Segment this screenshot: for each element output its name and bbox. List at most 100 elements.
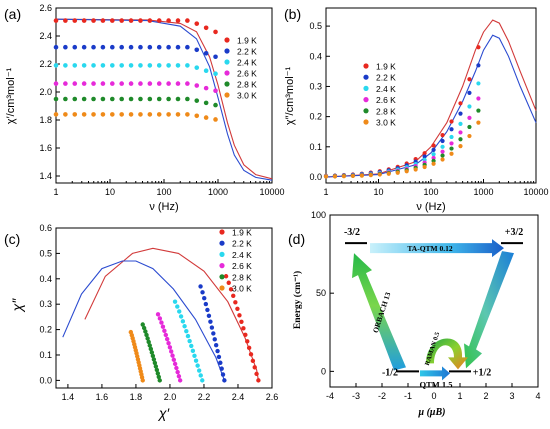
data-point — [100, 18, 106, 23]
legend-label: 2.8 K — [232, 272, 252, 282]
data-point — [196, 368, 202, 373]
data-point — [156, 63, 162, 68]
y-axis-label: Energy (cm⁻¹) — [292, 271, 303, 329]
data-point — [91, 44, 96, 50]
data-point — [189, 343, 194, 349]
x-tick-label: 100 — [156, 187, 171, 197]
data-point — [458, 144, 463, 149]
data-point — [175, 304, 180, 309]
data-point — [110, 44, 115, 50]
y-tick-label: 0.0 — [39, 375, 52, 385]
data-point — [395, 170, 400, 175]
data-point — [63, 63, 68, 68]
data-point — [53, 63, 59, 68]
legend-marker — [363, 108, 369, 114]
data-point — [198, 373, 203, 378]
data-point — [63, 112, 68, 117]
transition-label: QTM 1.5 — [419, 379, 452, 389]
data-point — [193, 358, 199, 363]
data-point — [239, 319, 244, 325]
data-point — [422, 164, 427, 170]
data-point — [166, 81, 171, 86]
data-point — [128, 18, 134, 23]
data-point — [91, 112, 96, 117]
data-point — [476, 96, 481, 101]
y-tick-label: 2.0 — [39, 87, 52, 97]
legend-label: 2.4 K — [232, 250, 252, 260]
data-point — [476, 108, 481, 113]
legend-marker — [224, 37, 230, 43]
data-point — [143, 329, 148, 334]
data-point — [72, 81, 78, 86]
x-tick-label: 1.8 — [130, 392, 143, 402]
legend-marker — [224, 59, 230, 65]
data-point — [440, 153, 445, 158]
x-tick-label: 10 — [105, 187, 115, 197]
data-point — [63, 44, 68, 50]
y-tick-label: 0.0 — [309, 172, 322, 182]
y-tick-label: 1.8 — [39, 115, 52, 125]
y-tick-label: 0.6 — [39, 223, 52, 233]
data-point — [157, 316, 163, 321]
data-point — [192, 353, 197, 358]
data-point — [110, 81, 115, 86]
data-point — [72, 18, 78, 23]
data-point — [119, 112, 124, 117]
data-point — [185, 18, 190, 23]
data-point — [332, 174, 338, 179]
x-axis-label: ν (Hz) — [416, 201, 445, 213]
data-point — [167, 345, 173, 350]
data-point — [185, 81, 190, 86]
data-point — [476, 63, 481, 68]
data-point — [147, 81, 153, 86]
data-point — [233, 300, 238, 305]
data-point — [144, 332, 149, 338]
data-point — [223, 274, 229, 279]
data-point — [53, 81, 59, 86]
data-point — [81, 96, 87, 102]
data-point — [72, 96, 78, 102]
legend-label: 3.0 K — [237, 91, 257, 101]
data-point — [147, 63, 153, 68]
data-point — [208, 319, 213, 324]
data-point — [138, 112, 143, 117]
x-tick-label: 2 — [483, 391, 488, 401]
data-point — [194, 65, 200, 70]
data-point — [166, 44, 171, 50]
data-point — [458, 130, 463, 135]
data-point — [476, 45, 481, 50]
data-point — [243, 332, 248, 338]
y-tick-label: 0.3 — [309, 81, 322, 91]
legend-marker — [224, 48, 230, 54]
y-tick-label: 0.4 — [309, 51, 322, 61]
data-point — [157, 378, 162, 383]
data-point — [458, 121, 463, 126]
y-tick-label: 0.5 — [309, 21, 322, 31]
fit-curve — [55, 18, 273, 181]
x-tick-label: 1 — [53, 187, 58, 197]
data-point — [209, 325, 215, 330]
x-tick-label: 10000 — [523, 187, 548, 197]
legend-label: 2.6 K — [237, 69, 257, 79]
data-point — [110, 112, 115, 117]
data-point — [163, 332, 169, 338]
data-point — [53, 18, 59, 23]
data-point — [128, 96, 134, 102]
fit-curve — [325, 34, 537, 178]
data-point — [440, 138, 445, 144]
data-point — [222, 378, 227, 383]
data-point — [172, 361, 178, 367]
data-point — [440, 133, 445, 138]
data-point — [72, 112, 78, 117]
data-point — [467, 115, 472, 120]
data-point — [128, 44, 134, 50]
data-point — [194, 98, 200, 103]
data-point — [476, 81, 481, 86]
data-point — [119, 63, 124, 68]
data-point — [218, 360, 223, 365]
data-point — [152, 360, 158, 366]
data-point — [185, 63, 190, 68]
x-tick-label: -1 — [404, 391, 412, 401]
data-point — [162, 328, 167, 334]
data-point — [91, 81, 96, 86]
